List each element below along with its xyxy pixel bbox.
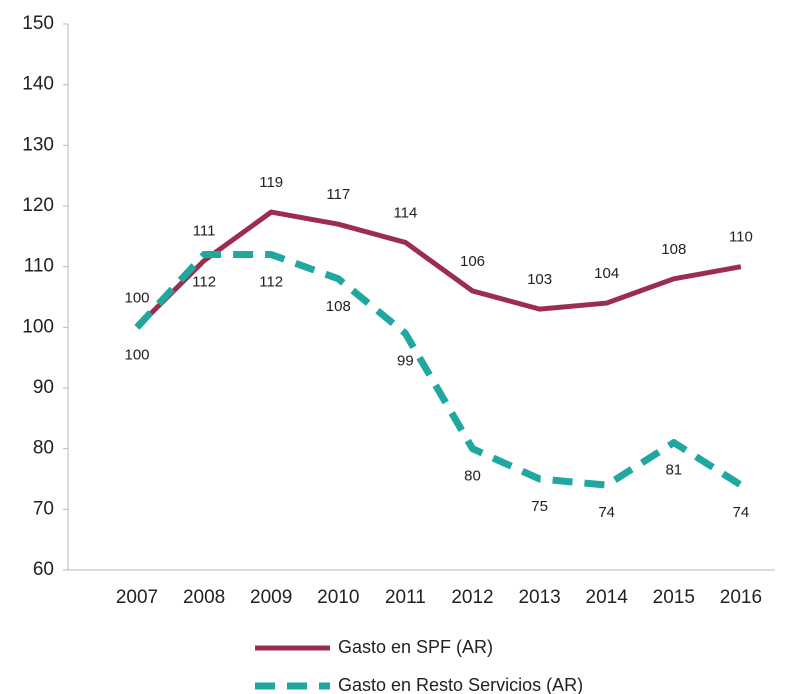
data-label: 108 [661,241,686,258]
data-label: 106 [460,253,485,270]
y-tick-label: 150 [22,13,54,34]
data-label: 119 [259,174,283,191]
data-label: 80 [464,468,481,485]
y-tick-label: 80 [33,438,54,459]
y-tick-label: 130 [22,134,54,155]
data-label: 111 [193,223,216,240]
y-tick-label: 140 [22,74,54,95]
y-tick-label: 90 [33,377,54,398]
data-label: 103 [527,271,552,288]
data-label: 117 [326,186,350,203]
data-label: 100 [124,289,149,306]
data-label: 108 [326,298,351,315]
x-tick-label: 2010 [317,587,359,608]
data-label: 99 [397,352,414,369]
data-label: 75 [531,498,548,515]
x-tick-label: 2013 [518,587,560,608]
data-label: 114 [393,204,417,221]
x-tick-label: 2016 [720,587,762,608]
y-tick-label: 110 [24,256,54,277]
data-label: 110 [729,229,753,246]
y-tick-label: 70 [33,498,54,519]
y-tick-label: 120 [22,195,54,216]
x-tick-label: 2007 [116,587,158,608]
series-line [134,251,743,489]
data-label: 81 [665,462,682,479]
legend-label: Gasto en SPF (AR) [338,637,493,657]
data-label: 74 [598,504,615,521]
data-label: 100 [124,346,149,363]
data-label: 74 [733,504,750,521]
x-tick-label: 2012 [451,587,493,608]
x-tick-label: 2009 [250,587,292,608]
data-label: 104 [594,265,619,282]
y-tick-label: 100 [22,316,54,337]
legend-label: Gasto en Resto Servicios (AR) [338,675,583,694]
x-tick-label: 2008 [183,587,225,608]
data-label: 112 [259,274,283,291]
series-line [135,209,742,330]
data-label: 112 [192,274,216,291]
x-tick-label: 2014 [586,587,629,608]
x-tick-label: 2011 [385,587,426,608]
x-tick-label: 2015 [653,587,695,608]
y-tick-label: 60 [33,559,54,580]
